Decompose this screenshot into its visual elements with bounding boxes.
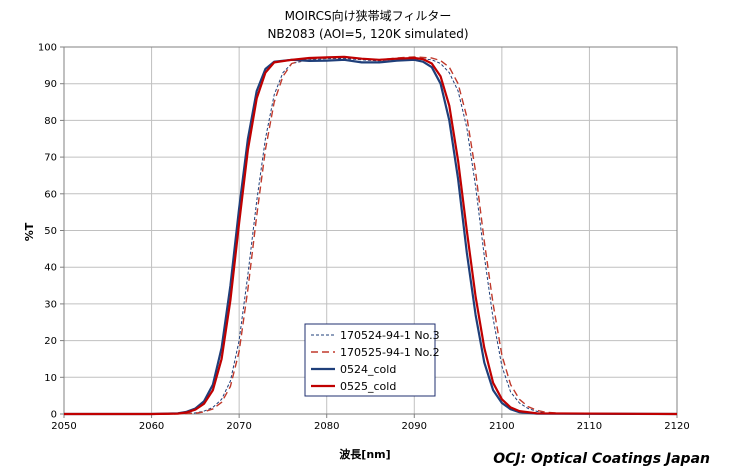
series-line-1 (64, 57, 677, 415)
footer-credit: OCJ: Optical Coatings Japan (493, 451, 710, 467)
legend-label: 0524_cold (340, 363, 396, 376)
y-tick-label: 100 (38, 43, 57, 54)
y-tick-label: 50 (44, 226, 57, 237)
x-tick-label: 2050 (51, 421, 76, 432)
y-axis-ticks: 0 10 20 30 40 50 60 70 80 90 100 (38, 43, 64, 421)
x-tick-label: 2120 (664, 421, 689, 432)
y-tick-label: 90 (44, 79, 57, 90)
y-tick-label: 20 (44, 336, 57, 347)
series-line-3 (64, 58, 678, 416)
x-tick-label: 2100 (489, 421, 514, 432)
x-tick-label: 2070 (226, 421, 251, 432)
chart-title: MOIRCS向け狭帯域フィルター (285, 8, 452, 23)
y-tick-label: 10 (44, 373, 57, 384)
y-tick-label: 30 (44, 299, 57, 310)
y-tick-label: 40 (44, 263, 57, 274)
x-axis-ticks: 2050 2060 2070 2080 2090 2100 2110 2120 (51, 414, 690, 432)
series-line-4 (64, 55, 678, 416)
x-tick-label: 2060 (139, 421, 164, 432)
series-lines (64, 55, 678, 416)
legend-label: 170524-94-1 No.3 (340, 329, 440, 342)
legend-label: 0525_cold (340, 380, 396, 393)
y-tick-label: 60 (44, 189, 57, 200)
x-tick-label: 2110 (577, 421, 602, 432)
legend-box (304, 323, 436, 397)
y-axis-title: %T (23, 222, 36, 241)
y-tick-label: 80 (44, 116, 57, 127)
chart-title-group: MOIRCS向け狭帯域フィルター NB2083 (AOI=5, 120K sim… (267, 8, 468, 41)
x-axis-title: 波長[nm] (339, 447, 390, 461)
x-tick-label: 2090 (402, 421, 427, 432)
y-tick-label: 0 (51, 410, 57, 421)
legend-label: 170525-94-1 No.2 (340, 346, 440, 359)
y-tick-label: 70 (44, 153, 57, 164)
chart-subtitle: NB2083 (AOI=5, 120K simulated) (267, 27, 468, 41)
legend: 170524-94-1 No.3 170525-94-1 No.2 0524_col… (304, 323, 440, 397)
x-tick-label: 2080 (314, 421, 339, 432)
